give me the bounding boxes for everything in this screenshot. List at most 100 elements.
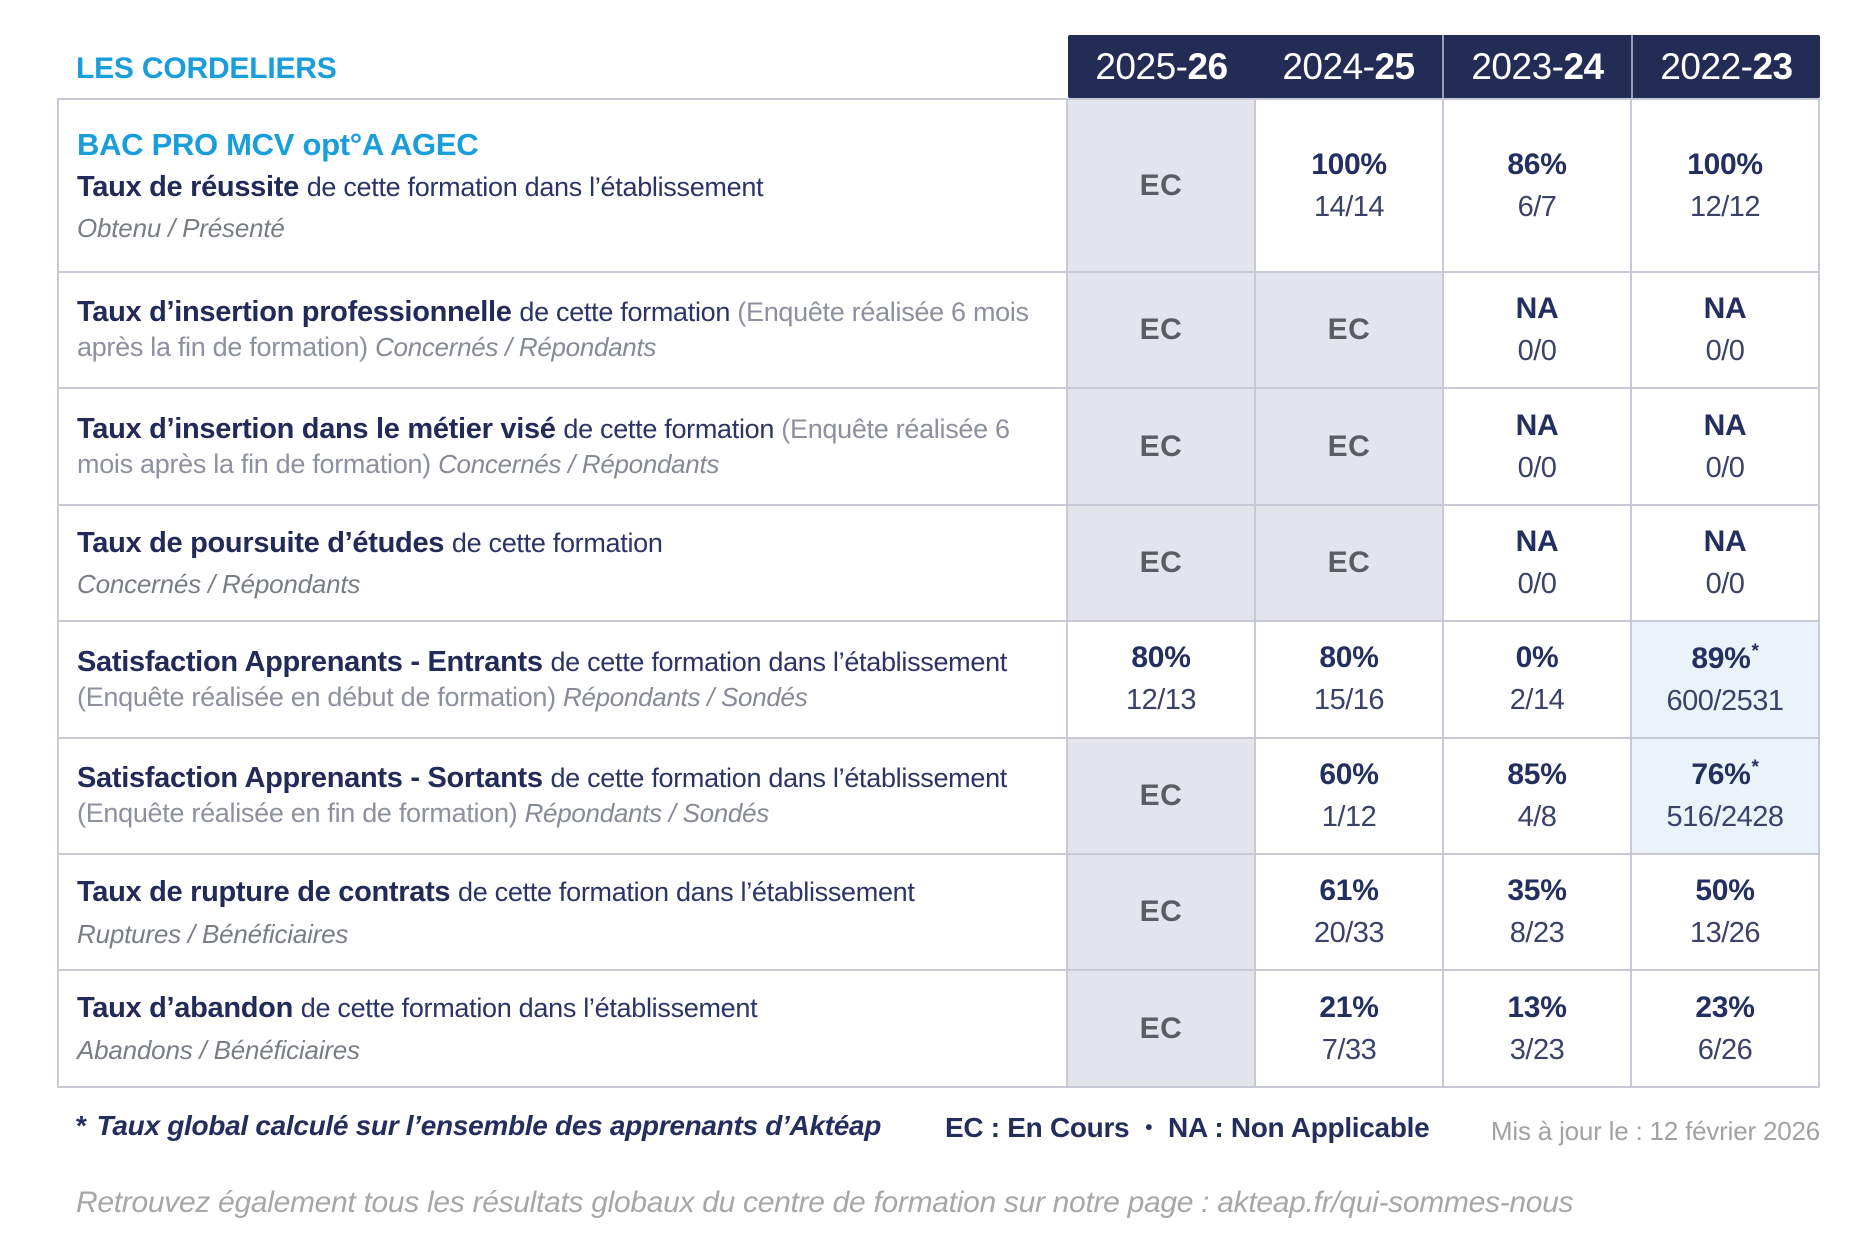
- fraction-value: 0/0: [1705, 335, 1745, 368]
- row-label: BAC PRO MCV opt°A AGEC Taux de réussite d…: [59, 100, 1066, 271]
- footnote-asterisk: *: [76, 1110, 87, 1141]
- year-column-header: 2022- 23: [1631, 35, 1820, 98]
- percentage-value: NA: [1515, 292, 1559, 326]
- percentage-value: 21%: [1319, 990, 1379, 1024]
- row-sublabel: Abandons / Bénéficiaires: [77, 1035, 360, 1066]
- institution-name: LES CORDELIERS: [76, 52, 337, 85]
- value-cell-ec: EC: [1068, 738, 1254, 853]
- value-cell: 13% 3/23: [1444, 971, 1630, 1086]
- value-cell-ec: EC: [1068, 273, 1254, 388]
- ec-value: EC: [1139, 778, 1183, 812]
- value-cell: NA 0/0: [1444, 505, 1630, 621]
- value-cell: 100% 12/12: [1632, 100, 1818, 271]
- row-label: Satisfaction Apprenants - Entrants de ce…: [59, 622, 1066, 737]
- percentage-value: NA: [1703, 524, 1747, 558]
- row-label: Taux de poursuite d’études de cette form…: [59, 505, 1066, 621]
- percentage-value: 23%: [1695, 990, 1755, 1024]
- updated-date: Mis à jour le : 12 février 2026: [1490, 1116, 1820, 1146]
- value-cell: NA 0/0: [1444, 389, 1630, 504]
- fraction-value: 0/0: [1517, 567, 1557, 600]
- fraction-value: 0/0: [1705, 567, 1745, 600]
- ec-value: EC: [1139, 1011, 1183, 1045]
- row-label-text: Satisfaction Apprenants - Sortants de ce…: [77, 762, 1008, 828]
- value-cell: NA 0/0: [1632, 389, 1818, 504]
- formation-title: BAC PRO MCV opt°A AGEC: [77, 126, 479, 162]
- percentage-value: 89%*: [1691, 640, 1759, 675]
- legend-ec: EC : En Cours: [945, 1112, 1130, 1143]
- fraction-value: 12/13: [1125, 684, 1197, 717]
- row-label-text: Satisfaction Apprenants - Entrants de ce…: [77, 645, 1008, 712]
- year-column-header: 2025- 26: [1095, 45, 1228, 87]
- value-cell: 21% 7/33: [1256, 971, 1442, 1086]
- percentage-value: 80%: [1131, 641, 1191, 675]
- fraction-value: 6/26: [1697, 1033, 1753, 1066]
- row-label-text: Taux de rupture de contrats de cette for…: [77, 875, 915, 908]
- percentage-value: 13%: [1507, 990, 1567, 1024]
- value-cell: 35% 8/23: [1444, 854, 1630, 970]
- value-cell: 50% 13/26: [1632, 854, 1818, 970]
- fraction-value: 2/14: [1509, 684, 1565, 717]
- results-table: BAC PRO MCV opt°A AGEC Taux de réussite d…: [57, 98, 1820, 1088]
- value-cell-ec: EC: [1068, 505, 1254, 621]
- fraction-value: 15/16: [1313, 684, 1385, 717]
- footnote: * Taux global calculé sur l’ensemble des …: [76, 1110, 881, 1142]
- row-label: Taux d’abandon de cette formation dans l…: [59, 971, 1066, 1086]
- value-cell-ec: EC: [1256, 505, 1442, 621]
- value-cell-ec: EC: [1256, 273, 1442, 388]
- year-column-header: 2024- 25: [1282, 45, 1415, 87]
- fraction-value: 4/8: [1517, 800, 1557, 833]
- percentage-value: 0%: [1515, 641, 1559, 675]
- percentage-value: NA: [1515, 408, 1559, 442]
- percentage-value: NA: [1703, 292, 1747, 326]
- row-label-text: Taux de poursuite d’études de cette form…: [77, 526, 663, 559]
- fraction-value: 20/33: [1313, 917, 1385, 950]
- fraction-value: 7/33: [1321, 1033, 1377, 1066]
- fraction-value: 0/0: [1517, 335, 1557, 368]
- row-label: Satisfaction Apprenants - Sortants de ce…: [59, 738, 1066, 853]
- ec-value: EC: [1139, 429, 1183, 463]
- value-cell-ec: EC: [1256, 389, 1442, 504]
- fraction-value: 14/14: [1313, 190, 1385, 223]
- percentage-value: NA: [1515, 524, 1559, 558]
- value-cell: 85% 4/8: [1444, 738, 1630, 853]
- value-cell-ec: EC: [1068, 389, 1254, 504]
- percentage-value: 100%: [1311, 147, 1387, 181]
- value-cell: 80% 12/13: [1068, 622, 1254, 737]
- fraction-value: 12/12: [1689, 190, 1761, 223]
- percentage-value: 76%*: [1691, 757, 1759, 792]
- ec-value: EC: [1139, 313, 1183, 347]
- fraction-value: 0/0: [1705, 451, 1745, 484]
- value-cell: 61% 20/33: [1256, 854, 1442, 970]
- bottom-note: Retrouvez également tous les résultats g…: [76, 1186, 1574, 1219]
- fraction-value: 0/0: [1517, 451, 1557, 484]
- row-label: Taux d’insertion professionnelle de cett…: [59, 273, 1066, 388]
- asterisk-marker: *: [1751, 640, 1759, 662]
- value-cell: 100% 14/14: [1256, 100, 1442, 271]
- value-cell-ec: EC: [1068, 971, 1254, 1086]
- row-label-text: Taux d’insertion professionnelle de cett…: [77, 296, 1029, 363]
- value-cell-ec: EC: [1068, 100, 1254, 271]
- percentage-value: 50%: [1695, 874, 1755, 908]
- ec-value: EC: [1327, 313, 1371, 347]
- ec-value: EC: [1139, 895, 1183, 929]
- row-label-text: Taux de réussite de cette formation dans…: [77, 170, 764, 203]
- fraction-value: 8/23: [1509, 917, 1565, 950]
- value-cell: 60% 1/12: [1256, 738, 1442, 853]
- legend-na: NA : Non Applicable: [1168, 1112, 1430, 1143]
- fraction-value: 516/2428: [1666, 801, 1784, 834]
- year-header-row: 2025- 26 2024- 25 2023- 24 2022- 23: [1068, 35, 1820, 98]
- percentage-value: 61%: [1319, 874, 1379, 908]
- footnote-text: Taux global calculé sur l’ensemble des a…: [96, 1110, 882, 1141]
- value-cell: 89%* 600/2531: [1632, 622, 1818, 737]
- legend-bullet-icon: •: [1145, 1116, 1153, 1139]
- value-cell: 76%* 516/2428: [1632, 738, 1818, 853]
- ec-value: EC: [1139, 168, 1183, 202]
- year-column-header: 2023- 24: [1442, 35, 1631, 98]
- value-cell: NA 0/0: [1632, 273, 1818, 388]
- row-label-text: Taux d’abandon de cette formation dans l…: [77, 992, 758, 1025]
- ec-value: EC: [1139, 545, 1183, 579]
- percentage-value: 80%: [1319, 641, 1379, 675]
- value-cell: 0% 2/14: [1444, 622, 1630, 737]
- row-sublabel: Ruptures / Bénéficiaires: [77, 918, 349, 949]
